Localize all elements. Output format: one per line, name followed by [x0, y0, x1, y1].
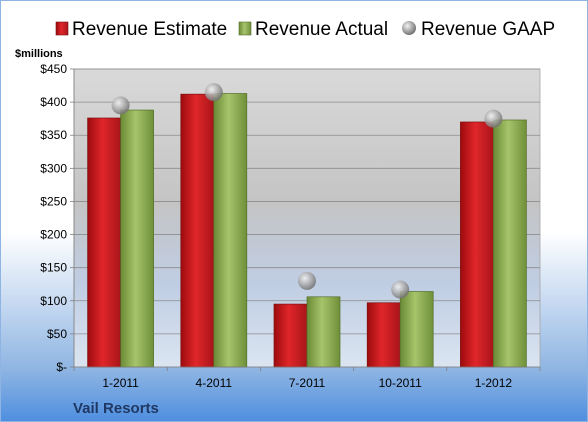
- y-tick-label: $-: [56, 360, 67, 374]
- legend-label-gaap: Revenue GAAP: [421, 19, 555, 40]
- x-tick-label: 7-2011: [289, 376, 326, 390]
- x-tick-label: 1-2012: [475, 376, 513, 390]
- y-axis: $- $50 $100 $150 $200 $250 $300 $350 $400 $450: [40, 62, 75, 374]
- y-tick-label: $300: [40, 161, 67, 175]
- x-axis: 1-2011 4-2011 7-2011 10-2011 1-2012: [73, 366, 541, 390]
- bar-revenue-actual: [399, 291, 434, 368]
- x-tick-label: 4-2011: [196, 376, 233, 390]
- bar-revenue-estimate: [87, 117, 121, 368]
- y-tick-label: $250: [40, 194, 67, 208]
- gaap-markers: [111, 83, 503, 299]
- marker-revenue-gaap: [484, 109, 503, 128]
- marker-revenue-gaap: [111, 96, 130, 115]
- bar-revenue-estimate: [180, 93, 215, 368]
- legend-swatch-actual: [238, 21, 252, 36]
- bar-revenue-estimate: [366, 302, 401, 368]
- legend: Revenue Estimate Revenue Actual Revenue …: [55, 19, 555, 40]
- marker-revenue-gaap: [391, 280, 410, 299]
- company-name: Vail Resorts: [73, 400, 159, 417]
- bar-revenue-estimate: [460, 121, 494, 368]
- y-tick-label: $200: [40, 228, 67, 242]
- y-tick-label: $100: [40, 294, 67, 308]
- bars: [87, 93, 527, 368]
- bar-revenue-actual: [120, 109, 154, 368]
- legend-label-actual: Revenue Actual: [255, 19, 388, 40]
- marker-revenue-gaap: [298, 271, 316, 290]
- unit-label: $millions: [15, 48, 63, 60]
- bar-revenue-actual: [493, 119, 527, 368]
- x-tick-label: 1-2011: [102, 376, 139, 390]
- bar-revenue-estimate: [273, 303, 308, 368]
- x-tick-label: 10-2011: [379, 376, 422, 390]
- legend-swatch-gaap: [402, 21, 416, 35]
- y-tick-label: $50: [47, 327, 67, 341]
- bar-revenue-actual: [306, 296, 341, 368]
- legend-label-estimate: Revenue Estimate: [72, 19, 227, 40]
- y-tick-label: $450: [40, 62, 67, 76]
- legend-swatch-estimate: [55, 21, 69, 36]
- y-tick-label: $150: [40, 261, 67, 275]
- bar-revenue-actual: [213, 93, 248, 368]
- y-tick-label: $400: [40, 95, 67, 109]
- marker-revenue-gaap: [204, 83, 223, 102]
- y-tick-label: $350: [40, 128, 67, 142]
